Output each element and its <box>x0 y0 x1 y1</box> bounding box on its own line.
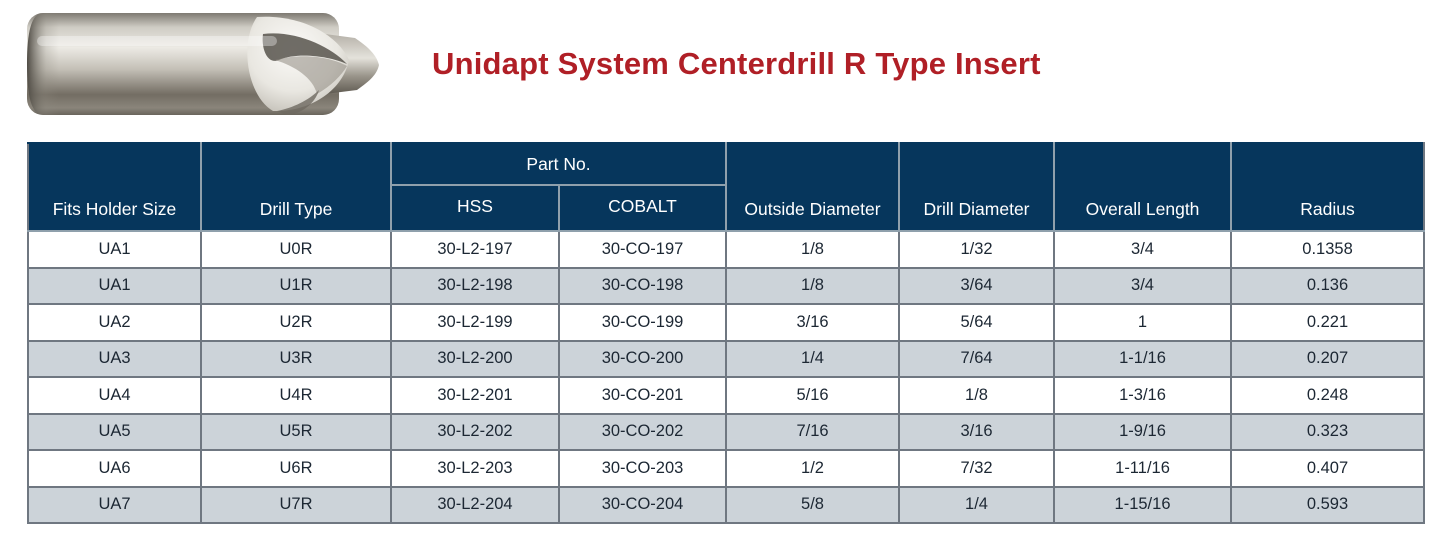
table-row: UA5 U5R 30-L2-202 30-CO-202 7/16 3/16 1-9/16 0.… <box>27 412 1426 451</box>
table-cell: 1-1/16 <box>1053 339 1233 378</box>
table-cell: UA1 <box>27 266 202 305</box>
table-cell: UA6 <box>27 449 202 488</box>
table-cell: 0.323 <box>1230 412 1426 451</box>
table-cell: 1/2 <box>725 449 901 488</box>
col-group-header-part-no: Part No. <box>389 142 728 186</box>
table-cell: 30-L2-200 <box>390 339 560 378</box>
table-cell: 30-CO-203 <box>557 449 728 488</box>
table-cell: U4R <box>200 376 392 415</box>
table-cell: 1-15/16 <box>1053 485 1233 524</box>
table-cell: 30-CO-201 <box>557 376 728 415</box>
table-row: UA3 U3R 30-L2-200 30-CO-200 1/4 7/64 1-1/16 0.2… <box>27 339 1426 378</box>
table-cell: UA4 <box>27 376 202 415</box>
table-cell: 30-L2-203 <box>390 449 560 488</box>
table-cell: 0.207 <box>1230 339 1426 378</box>
table-cell: 5/64 <box>898 303 1056 342</box>
table-cell: 30-CO-204 <box>557 485 728 524</box>
table-cell: UA5 <box>27 412 202 451</box>
col-header-cobalt: COBALT <box>557 184 728 232</box>
table-cell: U3R <box>200 339 392 378</box>
table-cell: 7/64 <box>898 339 1056 378</box>
table-cell: U1R <box>200 266 392 305</box>
table-cell: UA2 <box>27 303 202 342</box>
table-cell: 30-L2-198 <box>390 266 560 305</box>
table-cell: 5/8 <box>725 485 901 524</box>
table-cell: 0.407 <box>1230 449 1426 488</box>
centerdrill-illustration <box>27 13 379 115</box>
table-cell: 30-L2-199 <box>390 303 560 342</box>
page-title: Unidapt System Centerdrill R Type Insert <box>432 46 1041 81</box>
table-cell: 30-CO-199 <box>557 303 728 342</box>
table-cell: UA7 <box>27 485 202 524</box>
table-cell: 1/32 <box>898 230 1056 269</box>
table-row: UA7 U7R 30-L2-204 30-CO-204 5/8 1/4 1-15/16 0.5… <box>27 485 1426 524</box>
table-cell: U7R <box>200 485 392 524</box>
table-row: UA6 U6R 30-L2-203 30-CO-203 1/2 7/32 1-11/16 0.… <box>27 449 1426 488</box>
table-cell: 1/4 <box>725 339 901 378</box>
table-cell: 1/8 <box>725 230 901 269</box>
table-cell: 3/16 <box>898 412 1056 451</box>
table-cell: 30-L2-202 <box>390 412 560 451</box>
table-cell: 3/4 <box>1053 266 1233 305</box>
col-header-fits-holder-size: Fits Holder Size <box>27 142 202 232</box>
col-header-drill-type: Drill Type <box>200 142 392 232</box>
table-cell: 1/4 <box>898 485 1056 524</box>
col-header-outside-diameter: Outside Diameter <box>725 142 901 232</box>
table-cell: 1-3/16 <box>1053 376 1233 415</box>
table-cell: 0.593 <box>1230 485 1426 524</box>
table-cell: U6R <box>200 449 392 488</box>
table-cell: 1/8 <box>898 376 1056 415</box>
spec-table: Fits Holder Size Drill Type Part No. Out… <box>27 142 1426 524</box>
table-row: UA2 U2R 30-L2-199 30-CO-199 3/16 5/64 1 0.221 <box>27 303 1426 342</box>
table-cell: UA3 <box>27 339 202 378</box>
table-cell: 7/16 <box>725 412 901 451</box>
table-cell: 30-CO-197 <box>557 230 728 269</box>
table-cell: 5/16 <box>725 376 901 415</box>
table-cell: 3/16 <box>725 303 901 342</box>
table-cell: 30-L2-197 <box>390 230 560 269</box>
table-row: UA1 U1R 30-L2-198 30-CO-198 1/8 3/64 3/4 0.136 <box>27 266 1426 305</box>
table-cell: 30-CO-202 <box>557 412 728 451</box>
table-cell: 1 <box>1053 303 1233 342</box>
table-body: UA1 U0R 30-L2-197 30-CO-197 1/8 1/32 3/4 0.1358… <box>27 230 1426 524</box>
col-header-overall-length: Overall Length <box>1053 142 1233 232</box>
col-header-hss: HSS <box>390 184 560 232</box>
table-cell: U0R <box>200 230 392 269</box>
table-header: Fits Holder Size Drill Type Part No. Out… <box>27 142 1426 232</box>
table-cell: 30-L2-201 <box>390 376 560 415</box>
product-photo <box>25 8 390 120</box>
table-cell: 0.248 <box>1230 376 1426 415</box>
table-cell: U2R <box>200 303 392 342</box>
col-header-drill-diameter: Drill Diameter <box>898 142 1056 232</box>
col-header-radius: Radius <box>1230 142 1426 232</box>
table-cell: 0.136 <box>1230 266 1426 305</box>
table-cell: 30-L2-204 <box>390 485 560 524</box>
table-cell: 3/64 <box>898 266 1056 305</box>
table-cell: 0.221 <box>1230 303 1426 342</box>
table-cell: 1-11/16 <box>1053 449 1233 488</box>
table-cell: 30-CO-198 <box>557 266 728 305</box>
table-cell: 3/4 <box>1053 230 1233 269</box>
table-row: UA4 U4R 30-L2-201 30-CO-201 5/16 1/8 1-3/16 0.2… <box>27 376 1426 415</box>
table-cell: 0.1358 <box>1230 230 1426 269</box>
table-cell: 1-9/16 <box>1053 412 1233 451</box>
table-cell: 1/8 <box>725 266 901 305</box>
table-cell: 7/32 <box>898 449 1056 488</box>
table-cell: 30-CO-200 <box>557 339 728 378</box>
table-cell: U5R <box>200 412 392 451</box>
table-cell: UA1 <box>27 230 202 269</box>
table-row: UA1 U0R 30-L2-197 30-CO-197 1/8 1/32 3/4 0.1358 <box>27 230 1426 269</box>
